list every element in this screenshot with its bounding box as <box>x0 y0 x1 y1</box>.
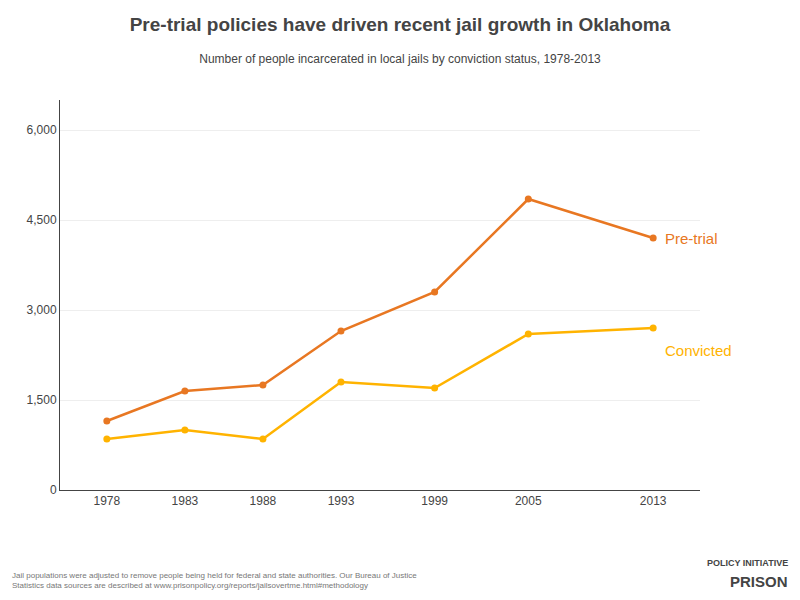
svg-text:Number of people incarcerated: Number of people incarcerated in local j… <box>199 52 601 66</box>
svg-text:Pre-trial policies have driven: Pre-trial policies have driven recent ja… <box>130 14 671 35</box>
svg-text:2005: 2005 <box>515 494 542 508</box>
svg-text:Convicted: Convicted <box>665 342 732 359</box>
svg-text:6,000: 6,000 <box>27 123 57 137</box>
svg-text:Pre-trial: Pre-trial <box>665 230 718 247</box>
svg-text:3,000: 3,000 <box>27 303 57 317</box>
svg-text:2013: 2013 <box>640 494 667 508</box>
svg-text:POLICY INITIATIVE: POLICY INITIATIVE <box>707 558 788 568</box>
svg-text:Jail populations were adjusted: Jail populations were adjusted to remove… <box>12 571 417 590</box>
svg-text:1983: 1983 <box>172 494 199 508</box>
svg-text:4,500: 4,500 <box>27 213 57 227</box>
svg-text:PRISON: PRISON <box>730 573 788 590</box>
svg-text:0: 0 <box>50 483 57 497</box>
svg-text:1978: 1978 <box>93 494 120 508</box>
svg-text:1988: 1988 <box>250 494 277 508</box>
svg-text:1993: 1993 <box>328 494 355 508</box>
svg-text:1999: 1999 <box>421 494 448 508</box>
svg-text:1,500: 1,500 <box>27 393 57 407</box>
